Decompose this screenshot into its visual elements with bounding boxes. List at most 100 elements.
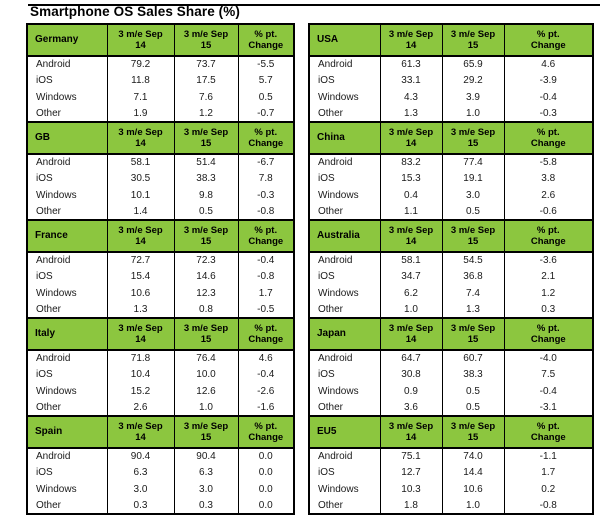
country-name-header: Germany — [26, 23, 108, 57]
tables-column-right: USA 3 m/e Sep 14 3 m/e Sep 15% pt. Change A… — [308, 23, 594, 515]
value-cell: 14.4 — [441, 464, 505, 481]
value-cell: 10.6 — [441, 481, 505, 498]
value-cell: 0.3 — [503, 301, 594, 318]
value-cell: -0.5 — [237, 301, 295, 318]
value-cell: -0.8 — [237, 268, 295, 285]
period-header: 3 m/e Sep 14 — [106, 415, 175, 449]
value-cell: 51.4 — [173, 154, 239, 171]
value-cell: 4.3 — [379, 89, 443, 106]
value-cell: -3.1 — [503, 399, 594, 416]
period-header: 3 m/e Sep 15 — [173, 23, 239, 57]
country-name-header: France — [26, 219, 108, 253]
table-header-row: Japan 3 m/e Sep 14 3 m/e Sep 15% pt. Chang… — [308, 317, 594, 351]
table-row: iOS 12.7 14.4 1.7 — [308, 464, 594, 481]
value-cell: 19.1 — [441, 170, 505, 187]
os-label-cell: Android — [308, 350, 381, 367]
table-row: Android 64.7 60.7 -4.0 — [308, 350, 594, 367]
value-cell: 15.4 — [106, 268, 175, 285]
period-header: 3 m/e Sep 14 — [106, 219, 175, 253]
value-cell: 1.3 — [379, 105, 443, 122]
value-cell: -0.3 — [237, 187, 295, 204]
os-label-cell: Android — [26, 252, 108, 269]
value-cell: 7.6 — [173, 89, 239, 106]
value-cell: 30.8 — [379, 366, 443, 383]
value-cell: 0.3 — [173, 497, 239, 514]
value-cell: 74.0 — [441, 448, 505, 465]
value-cell: 0.0 — [237, 464, 295, 481]
table-row: Windows 15.2 12.6 -2.6 — [26, 383, 295, 400]
period-header: 3 m/e Sep 14 — [379, 317, 443, 351]
pct-change-header: % pt. Change — [237, 23, 295, 57]
value-cell: 1.4 — [106, 203, 175, 220]
table-row: iOS 33.1 29.2 -3.9 — [308, 72, 594, 89]
value-cell: -2.6 — [237, 383, 295, 400]
os-label-cell: Android — [308, 154, 381, 171]
value-cell: 15.3 — [379, 170, 443, 187]
table-row: iOS 15.4 14.6 -0.8 — [26, 268, 295, 285]
value-cell: -3.9 — [503, 72, 594, 89]
table-row: Android 79.2 73.7 -5.5 — [26, 56, 295, 73]
table-row: Android 75.1 74.0 -1.1 — [308, 448, 594, 465]
value-cell: 72.7 — [106, 252, 175, 269]
period-header: 3 m/e Sep 14 — [106, 121, 175, 155]
pct-change-header: % pt. Change — [503, 219, 594, 253]
value-cell: -5.5 — [237, 56, 295, 73]
value-cell: 12.6 — [173, 383, 239, 400]
pct-change-header: % pt. Change — [237, 219, 295, 253]
os-label-cell: Windows — [26, 285, 108, 302]
os-label-cell: Windows — [26, 187, 108, 204]
value-cell: 83.2 — [379, 154, 443, 171]
value-cell: 7.8 — [237, 170, 295, 187]
os-label-cell: Windows — [308, 383, 381, 400]
os-label-cell: iOS — [26, 268, 108, 285]
value-cell: 1.8 — [379, 497, 443, 514]
os-share-table-usa: USA 3 m/e Sep 14 3 m/e Sep 15% pt. Change A… — [308, 23, 594, 123]
table-row: Windows 0.4 3.0 2.6 — [308, 187, 594, 204]
value-cell: 0.5 — [237, 89, 295, 106]
table-row: Windows 0.9 0.5 -0.4 — [308, 383, 594, 400]
period-header: 3 m/e Sep 14 — [106, 23, 175, 57]
country-name-header: China — [308, 121, 381, 155]
value-cell: 64.7 — [379, 350, 443, 367]
table-header-row: France 3 m/e Sep 14 3 m/e Sep 15% pt. Chan… — [26, 219, 295, 253]
value-cell: 58.1 — [106, 154, 175, 171]
value-cell: 71.8 — [106, 350, 175, 367]
value-cell: 0.0 — [237, 497, 295, 514]
value-cell: 4.6 — [503, 56, 594, 73]
value-cell: 61.3 — [379, 56, 443, 73]
table-header-row: Germany 3 m/e Sep 14 3 m/e Sep 15% pt. Cha… — [26, 23, 295, 57]
value-cell: 1.0 — [173, 399, 239, 416]
table-row: Android 72.7 72.3 -0.4 — [26, 252, 295, 269]
os-share-table-germany: Germany 3 m/e Sep 14 3 m/e Sep 15% pt. Cha… — [26, 23, 295, 123]
table-row: Android 58.1 54.5 -3.6 — [308, 252, 594, 269]
country-name-header: EU5 — [308, 415, 381, 449]
table-row: Android 61.3 65.9 4.6 — [308, 56, 594, 73]
os-label-cell: Other — [26, 399, 108, 416]
value-cell: 0.8 — [173, 301, 239, 318]
pct-change-header: % pt. Change — [503, 317, 594, 351]
os-label-cell: Windows — [308, 187, 381, 204]
period-header: 3 m/e Sep 15 — [173, 219, 239, 253]
os-share-table-gb: GB 3 m/e Sep 14 3 m/e Sep 15% pt. Change An… — [26, 121, 295, 221]
value-cell: 10.6 — [106, 285, 175, 302]
period-header: 3 m/e Sep 15 — [441, 23, 505, 57]
os-label-cell: Other — [308, 497, 381, 514]
value-cell: 73.7 — [173, 56, 239, 73]
table-row: iOS 34.7 36.8 2.1 — [308, 268, 594, 285]
value-cell: 0.4 — [379, 187, 443, 204]
table-row: iOS 15.3 19.1 3.8 — [308, 170, 594, 187]
value-cell: 60.7 — [441, 350, 505, 367]
pct-change-header: % pt. Change — [503, 23, 594, 57]
table-row: Windows 10.1 9.8 -0.3 — [26, 187, 295, 204]
table-row: Windows 10.6 12.3 1.7 — [26, 285, 295, 302]
os-share-table-france: France 3 m/e Sep 14 3 m/e Sep 15% pt. Chan… — [26, 219, 295, 319]
pct-change-header: % pt. Change — [237, 317, 295, 351]
value-cell: 7.5 — [503, 366, 594, 383]
os-share-table-italy: Italy 3 m/e Sep 14 3 m/e Sep 15% pt. Chang… — [26, 317, 295, 417]
value-cell: 72.3 — [173, 252, 239, 269]
page-title: Smartphone OS Sales Share (%) — [30, 4, 240, 19]
value-cell: 1.0 — [379, 301, 443, 318]
os-share-table-australia: Australia 3 m/e Sep 14 3 m/e Sep 15% pt. C… — [308, 219, 594, 319]
os-label-cell: Android — [308, 448, 381, 465]
value-cell: 0.5 — [441, 399, 505, 416]
